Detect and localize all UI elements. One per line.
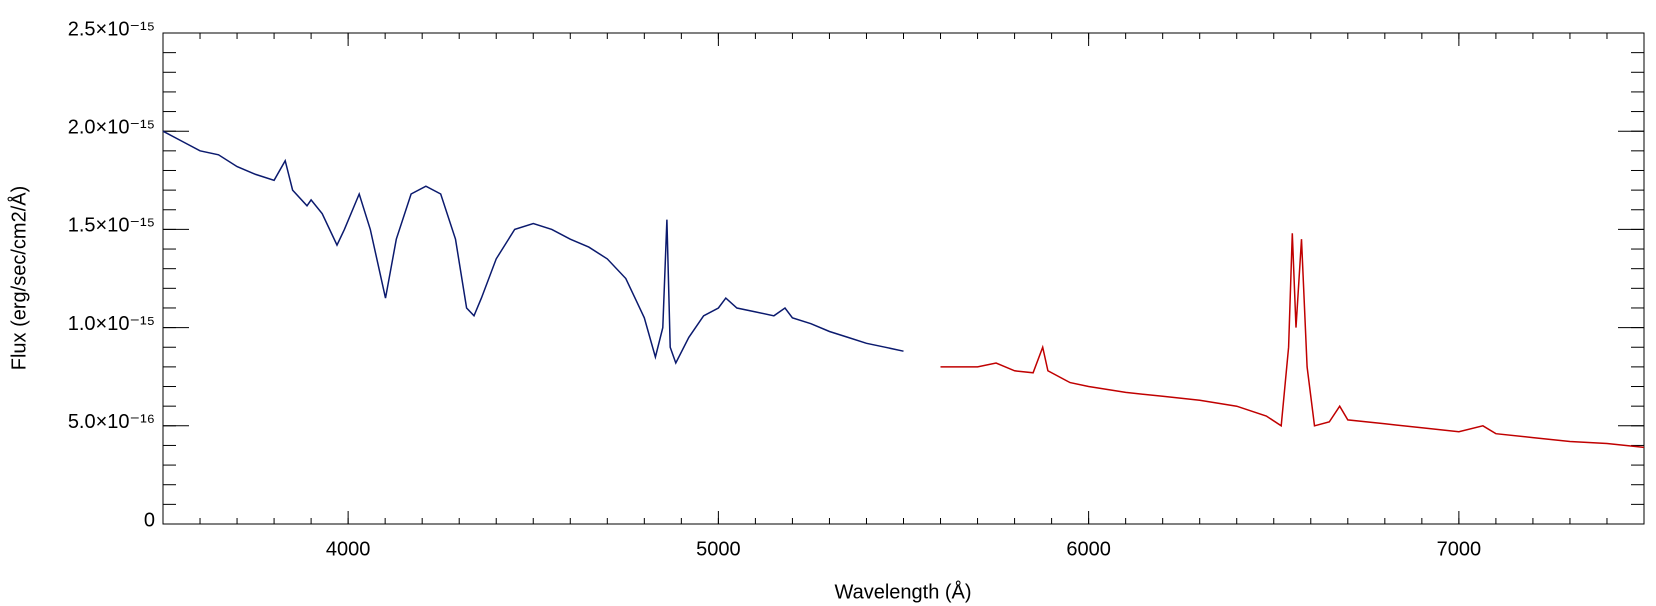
y-tick-label: 2.5×10⁻¹⁵	[68, 18, 155, 40]
spectrum-line	[162, 130, 904, 365]
y-tick-label: 2.0×10⁻¹⁵	[68, 116, 155, 138]
x-tick-label: 5000	[696, 538, 741, 560]
x-tick-label: 7000	[1437, 538, 1482, 560]
y-tick-label: 5.0×10⁻¹⁶	[68, 411, 155, 433]
y-axis-label: Flux (erg/sec/cm2/Å)	[7, 186, 30, 370]
y-tick-label: 1.5×10⁻¹⁵	[68, 215, 155, 237]
spectrum-line	[940, 233, 1645, 449]
y-tick-label: 0	[144, 509, 155, 531]
x-tick-label: 6000	[1066, 538, 1111, 560]
x-tick-label: 4000	[326, 538, 371, 560]
plot-frame	[162, 32, 1645, 525]
y-tick-label: 1.0×10⁻¹⁵	[68, 313, 155, 335]
x-axis-label: Wavelength (Å)	[834, 580, 971, 603]
